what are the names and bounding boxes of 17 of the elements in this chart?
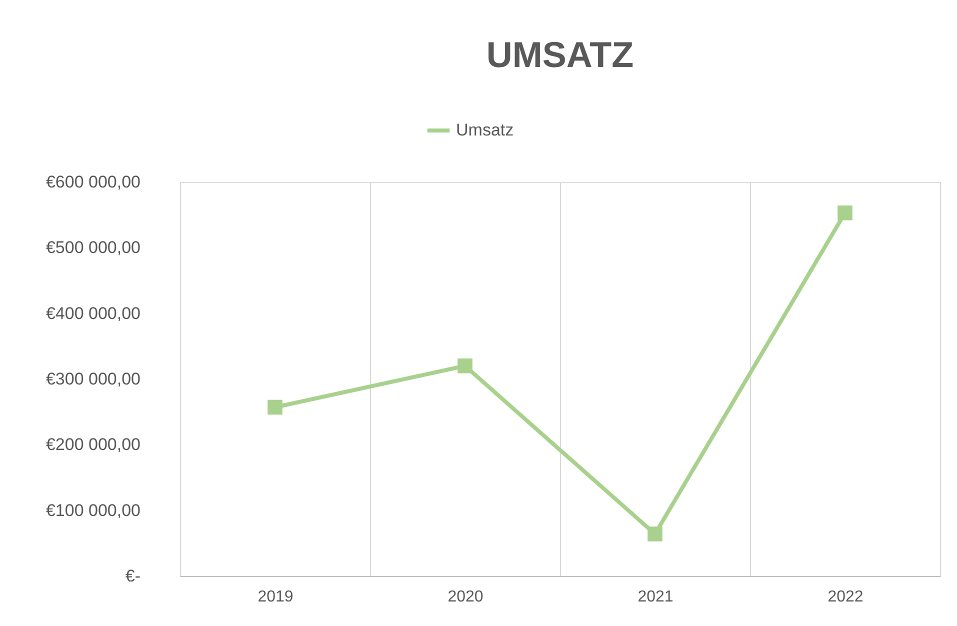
point — [268, 400, 282, 415]
y-tick-label: €300 000,00 — [46, 370, 140, 388]
x-tick-label: 2022 — [828, 588, 864, 606]
point — [838, 205, 852, 220]
x-tick-label: 2021 — [638, 588, 674, 606]
y-tick-label: €100 000,00 — [46, 500, 140, 520]
y-tick-label: €200 000,00 — [46, 435, 140, 454]
y-tick-label: €500 000,00 — [46, 238, 140, 258]
point — [648, 526, 662, 542]
x-tick-label: 2019 — [258, 588, 294, 606]
y-tick-label: €600 000,00 — [46, 172, 140, 192]
legend-label: Umsatz — [456, 120, 514, 140]
y-tick-label: €400 000,00 — [46, 304, 140, 323]
point — [458, 358, 472, 374]
chart-title: UMSATZ — [486, 34, 634, 75]
y-tick-label: €- — [125, 566, 140, 586]
x-tick-label: 2020 — [448, 588, 484, 606]
